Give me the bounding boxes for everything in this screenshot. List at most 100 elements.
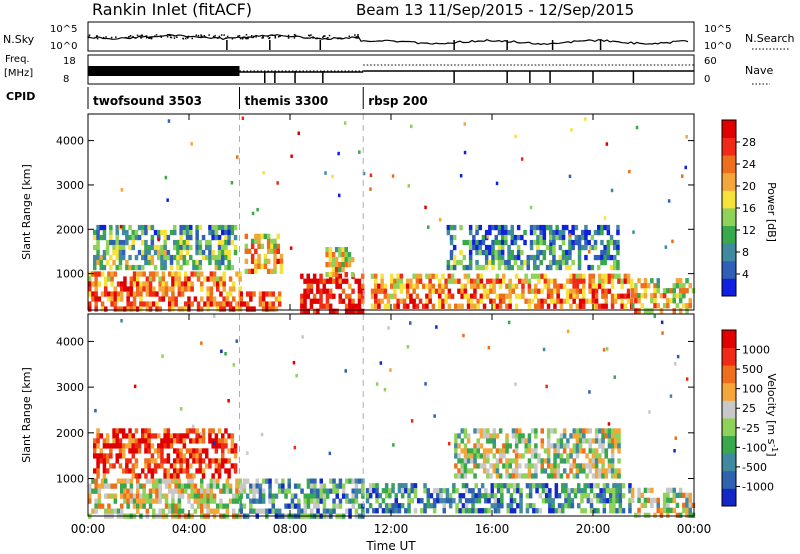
- heatmap-cell: [212, 483, 217, 489]
- heatmap-cell: [128, 254, 132, 261]
- heatmap-cell: [546, 293, 551, 299]
- heatmap-cell: [540, 443, 544, 449]
- heatmap-cell: [527, 298, 532, 304]
- heatmap-cell: [594, 458, 599, 464]
- heatmap-cell: [209, 286, 214, 292]
- heatmap-cell: [527, 463, 532, 469]
- heatmap-cell: [113, 271, 118, 277]
- heatmap-cell: [662, 492, 667, 498]
- heatmap-cell: [115, 234, 119, 241]
- heatmap-cell: [498, 298, 503, 304]
- heatmap-cell: [153, 458, 158, 464]
- heatmap-cell: [163, 244, 167, 251]
- heatmap-cell: [410, 498, 414, 504]
- heatmap-cell: [155, 291, 159, 297]
- heatmap-cell: [441, 303, 445, 309]
- heatmap-cell: [169, 259, 174, 266]
- heatmap-cell: [682, 502, 686, 508]
- heatmap-cell: [198, 468, 203, 474]
- heatmap-cell: [460, 293, 464, 299]
- heatmap-cell: [630, 288, 635, 294]
- heatmap-cell: [672, 497, 676, 503]
- heatmap-cell: [142, 493, 146, 499]
- heatmap-cell: [271, 306, 275, 312]
- heatmap-cell: [113, 306, 118, 312]
- heatmap-cell: [158, 478, 162, 484]
- heatmap-cell: [607, 422, 611, 426]
- heatmap-cell: [258, 488, 263, 494]
- heatmap-cell: [551, 508, 555, 514]
- heatmap-cell: [252, 483, 256, 489]
- heatmap-cell: [460, 463, 464, 469]
- heatmap-cell: [426, 503, 430, 509]
- heatmap-cell: [643, 487, 648, 493]
- heatmap-cell: [535, 483, 539, 489]
- heatmap-cell: [254, 268, 258, 274]
- heatmap-cell: [227, 468, 231, 474]
- heatmap-cell: [474, 493, 478, 499]
- heatmap-cell: [494, 254, 498, 261]
- heatmap-cell: [113, 291, 118, 297]
- heatmap-cell: [656, 507, 660, 513]
- heatmap-cell: [121, 224, 126, 231]
- heatmap-cell: [132, 281, 137, 287]
- heatmap-cell: [201, 458, 206, 464]
- heatmap-cell: [613, 254, 617, 261]
- heatmap-cell: [224, 352, 227, 356]
- heatmap-cell: [552, 229, 556, 236]
- heatmap-cell: [144, 473, 148, 479]
- heatmap-cell: [260, 243, 264, 249]
- heatmap-cell: [341, 298, 346, 304]
- heatmap-cell: [377, 288, 381, 294]
- heatmap-cell: [553, 443, 557, 449]
- heatmap-cell: [252, 291, 256, 297]
- heatmap-cell: [173, 433, 177, 439]
- nsky-dot: [96, 37, 99, 40]
- heatmap-cell: [120, 281, 124, 287]
- heatmap-cell: [520, 264, 524, 271]
- heatmap-cell: [528, 493, 533, 499]
- heatmap-cell: [618, 493, 623, 499]
- heatmap-cell: [100, 503, 105, 509]
- heatmap-cell: [533, 264, 537, 271]
- heatmap-cell: [354, 498, 359, 504]
- heatmap-cell: [166, 254, 171, 261]
- x-tick-label: 04:00: [172, 522, 207, 536]
- heatmap-cell: [575, 433, 580, 439]
- power-panel: [87, 113, 696, 314]
- heatmap-cell: [322, 283, 326, 289]
- heatmap-cell: [450, 273, 455, 279]
- heatmap-cell: [390, 293, 394, 299]
- colorbar-swatch: [722, 155, 736, 174]
- heatmap-cell: [325, 262, 329, 268]
- heatmap-cell: [415, 283, 420, 289]
- heatmap-cell: [208, 458, 212, 464]
- heatmap-cell: [150, 234, 155, 241]
- colorbar-swatch: [722, 243, 736, 262]
- heatmap-cell: [612, 493, 616, 499]
- heatmap-cell: [476, 273, 480, 279]
- heatmap-cell: [161, 493, 166, 499]
- heatmap-cell: [634, 293, 638, 299]
- heatmap-cell: [182, 224, 187, 231]
- nsky-dot: [243, 36, 245, 39]
- heatmap-cell: [268, 478, 272, 484]
- heatmap-cell: [316, 493, 320, 499]
- heatmap-cell: [602, 493, 607, 499]
- heatmap-cell: [374, 298, 378, 304]
- heatmap-cell: [504, 224, 508, 231]
- heatmap-cell: [96, 443, 100, 449]
- heatmap-cell: [594, 298, 599, 304]
- heatmap-cell: [390, 278, 394, 284]
- heatmap-cell: [112, 244, 116, 251]
- heatmap-cell: [542, 234, 547, 241]
- heatmap-cell: [502, 293, 506, 299]
- heatmap-cell: [482, 433, 487, 439]
- heatmap-cell: [540, 303, 544, 309]
- heatmap-cell: [230, 463, 235, 469]
- heatmap-cell: [88, 498, 92, 504]
- heatmap-cell: [182, 468, 187, 474]
- power-ylabel: Slant Range [km]: [20, 164, 33, 260]
- heatmap-cell: [112, 438, 116, 444]
- heatmap-cell: [316, 298, 320, 304]
